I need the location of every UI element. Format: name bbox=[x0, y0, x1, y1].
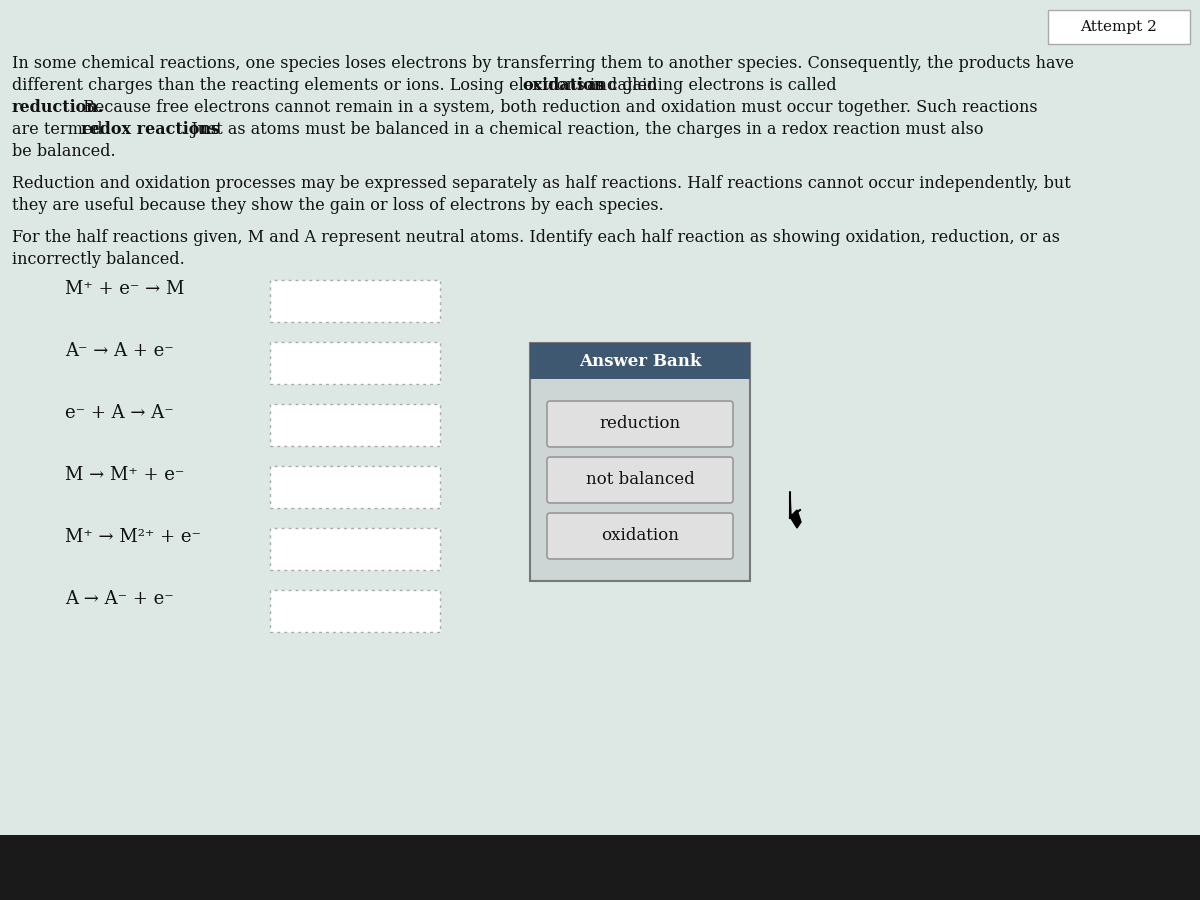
Bar bbox=[270, 590, 440, 632]
Text: reduction.: reduction. bbox=[12, 99, 104, 116]
Bar bbox=[530, 343, 750, 581]
Text: and gaining electrons is called: and gaining electrons is called bbox=[582, 77, 836, 94]
Polygon shape bbox=[790, 492, 802, 528]
Text: are termed: are termed bbox=[12, 121, 108, 138]
Text: M → M⁺ + e⁻: M → M⁺ + e⁻ bbox=[65, 466, 185, 484]
Text: oxidation: oxidation bbox=[601, 527, 679, 544]
Text: Attempt 2: Attempt 2 bbox=[1080, 20, 1158, 34]
Bar bbox=[270, 404, 440, 446]
Text: Answer Bank: Answer Bank bbox=[578, 353, 701, 370]
Text: incorrectly balanced.: incorrectly balanced. bbox=[12, 251, 185, 268]
Text: M⁺ + e⁻ → M: M⁺ + e⁻ → M bbox=[65, 280, 185, 298]
Text: For the half reactions given, M and A represent neutral atoms. Identify each hal: For the half reactions given, M and A re… bbox=[12, 229, 1060, 246]
FancyBboxPatch shape bbox=[1048, 10, 1190, 44]
Bar bbox=[270, 280, 440, 322]
Bar bbox=[0, 835, 1200, 900]
Text: e⁻ + A → A⁻: e⁻ + A → A⁻ bbox=[65, 404, 174, 422]
Text: reduction: reduction bbox=[600, 416, 680, 433]
Text: . Just as atoms must be balanced in a chemical reaction, the charges in a redox : . Just as atoms must be balanced in a ch… bbox=[180, 121, 983, 138]
Text: be balanced.: be balanced. bbox=[12, 143, 115, 160]
Text: they are useful because they show the gain or loss of electrons by each species.: they are useful because they show the ga… bbox=[12, 197, 664, 214]
Text: In some chemical reactions, one species loses electrons by transferring them to : In some chemical reactions, one species … bbox=[12, 55, 1074, 72]
FancyBboxPatch shape bbox=[547, 513, 733, 559]
Text: M⁺ → M²⁺ + e⁻: M⁺ → M²⁺ + e⁻ bbox=[65, 528, 202, 546]
Text: A⁻ → A + e⁻: A⁻ → A + e⁻ bbox=[65, 342, 174, 360]
Bar bbox=[270, 342, 440, 384]
Bar bbox=[530, 343, 750, 379]
Bar bbox=[270, 528, 440, 570]
Text: not balanced: not balanced bbox=[586, 472, 695, 489]
Bar bbox=[270, 466, 440, 508]
Text: Because free electrons cannot remain in a system, both reduction and oxidation m: Because free electrons cannot remain in … bbox=[78, 99, 1038, 116]
FancyBboxPatch shape bbox=[547, 401, 733, 447]
Text: different charges than the reacting elements or ions. Losing electrons is called: different charges than the reacting elem… bbox=[12, 77, 662, 94]
Text: A → A⁻ + e⁻: A → A⁻ + e⁻ bbox=[65, 590, 174, 608]
Text: redox reactions: redox reactions bbox=[82, 121, 221, 138]
FancyBboxPatch shape bbox=[547, 457, 733, 503]
Text: Reduction and oxidation processes may be expressed separately as half reactions.: Reduction and oxidation processes may be… bbox=[12, 175, 1070, 192]
Text: oxidation: oxidation bbox=[522, 77, 606, 94]
